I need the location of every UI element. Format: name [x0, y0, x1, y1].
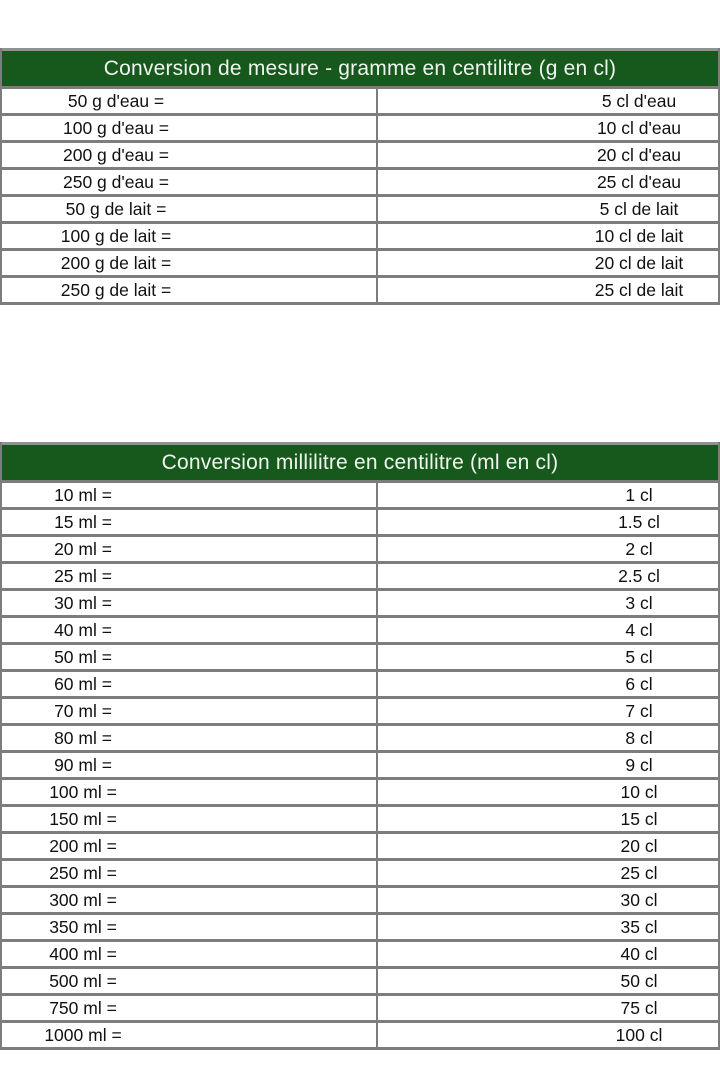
converted-value-cell: 30 cl: [620, 890, 658, 910]
table-row: 250 ml = 25 cl: [2, 861, 718, 888]
table-row: 25 ml = 2.5 cl: [2, 564, 718, 591]
table-title-gram-to-centilitre: Conversion de mesure - gramme en centili…: [2, 48, 718, 89]
converted-value-cell: 5 cl d'eau: [601, 91, 677, 111]
table-rows: 10 ml = 1 cl 15 ml = 1.5 cl 20 ml = 2 cl 25 ml…: [2, 483, 718, 1050]
quantity-cell: 100 ml =: [2, 780, 378, 804]
converted-value-cell: 10 cl d'eau: [596, 118, 682, 138]
table-row: 10 ml = 1 cl: [2, 483, 718, 510]
quantity-cell: 300 ml =: [2, 888, 378, 912]
table-row: 750 ml = 75 cl: [2, 996, 718, 1023]
table-row: 50 g d'eau = 5 cl d'eau: [2, 89, 718, 116]
quantity-cell: 400 ml =: [2, 942, 378, 966]
quantity-cell: 200 g d'eau =: [2, 143, 378, 167]
quantity-cell: 500 ml =: [2, 969, 378, 993]
table-title-millilitre-to-centilitre: Conversion millilitre en centilitre (ml …: [2, 442, 718, 483]
table-row: 100 g d'eau = 10 cl d'eau: [2, 116, 718, 143]
millilitre-to-centilitre-table: Conversion millilitre en centilitre (ml …: [0, 442, 720, 1050]
quantity-cell: 250 g d'eau =: [2, 170, 378, 194]
table-rows: 50 g d'eau = 5 cl d'eau 100 g d'eau = 10 cl…: [2, 89, 718, 305]
converted-value-cell: 25 cl d'eau: [596, 172, 682, 192]
converted-value-cell: 50 cl: [620, 971, 658, 991]
converted-value-cell: 9 cl: [625, 755, 653, 775]
quantity-cell: 200 ml =: [2, 834, 378, 858]
converted-value-cell: 2 cl: [625, 539, 653, 559]
converted-value-cell: 3 cl: [625, 593, 653, 613]
table-row: 30 ml = 3 cl: [2, 591, 718, 618]
table-row: 80 ml = 8 cl: [2, 726, 718, 753]
quantity-cell: 90 ml =: [2, 753, 378, 777]
quantity-cell: 20 ml =: [2, 537, 378, 561]
table-row: 400 ml = 40 cl: [2, 942, 718, 969]
quantity-cell: 200 g de lait =: [2, 251, 378, 275]
table-row: 300 ml = 30 cl: [2, 888, 718, 915]
converted-value-cell: 2.5 cl: [618, 566, 660, 586]
table-row: 250 g de lait = 25 cl de lait: [2, 278, 718, 305]
quantity-cell: 750 ml =: [2, 996, 378, 1020]
converted-value-cell: 10 cl de lait: [594, 226, 684, 246]
table-row: 250 g d'eau = 25 cl d'eau: [2, 170, 718, 197]
table-row: 40 ml = 4 cl: [2, 618, 718, 645]
converted-value-cell: 15 cl: [620, 809, 658, 829]
gram-to-centilitre-table: Conversion de mesure - gramme en centili…: [0, 48, 720, 305]
quantity-cell: 15 ml =: [2, 510, 378, 534]
converted-value-cell: 100 cl: [615, 1025, 663, 1045]
quantity-cell: 100 g d'eau =: [2, 116, 378, 140]
converted-value-cell: 25 cl de lait: [594, 280, 684, 300]
converted-value-cell: 6 cl: [625, 674, 653, 694]
quantity-cell: 50 g de lait =: [2, 197, 378, 221]
converted-value-cell: 8 cl: [625, 728, 653, 748]
quantity-cell: 100 g de lait =: [2, 224, 378, 248]
table-row: 500 ml = 50 cl: [2, 969, 718, 996]
converted-value-cell: 1.5 cl: [618, 512, 660, 532]
converted-value-cell: 10 cl: [620, 782, 658, 802]
table-row: 1000 ml = 100 cl: [2, 1023, 718, 1050]
quantity-cell: 250 g de lait =: [2, 278, 378, 302]
table-row: 20 ml = 2 cl: [2, 537, 718, 564]
converted-value-cell: 40 cl: [620, 944, 658, 964]
quantity-cell: 60 ml =: [2, 672, 378, 696]
table-row: 70 ml = 7 cl: [2, 699, 718, 726]
quantity-cell: 10 ml =: [2, 483, 378, 507]
table-row: 200 g de lait = 20 cl de lait: [2, 251, 718, 278]
table-row: 90 ml = 9 cl: [2, 753, 718, 780]
converted-value-cell: 35 cl: [620, 917, 658, 937]
quantity-cell: 80 ml =: [2, 726, 378, 750]
quantity-cell: 50 ml =: [2, 645, 378, 669]
converted-value-cell: 20 cl: [620, 836, 658, 856]
converted-value-cell: 5 cl de lait: [599, 199, 679, 219]
quantity-cell: 50 g d'eau =: [2, 89, 378, 113]
converted-value-cell: 25 cl: [620, 863, 658, 883]
table-row: 350 ml = 35 cl: [2, 915, 718, 942]
quantity-cell: 1000 ml =: [2, 1023, 378, 1047]
converted-value-cell: 20 cl d'eau: [596, 145, 682, 165]
table-row: 15 ml = 1.5 cl: [2, 510, 718, 537]
converted-value-cell: 20 cl de lait: [594, 253, 684, 273]
quantity-cell: 30 ml =: [2, 591, 378, 615]
table-row: 150 ml = 15 cl: [2, 807, 718, 834]
table-row: 50 ml = 5 cl: [2, 645, 718, 672]
converted-value-cell: 4 cl: [625, 620, 653, 640]
converted-value-cell: 1 cl: [625, 485, 653, 505]
quantity-cell: 150 ml =: [2, 807, 378, 831]
quantity-cell: 250 ml =: [2, 861, 378, 885]
table-row: 200 g d'eau = 20 cl d'eau: [2, 143, 718, 170]
table-row: 200 ml = 20 cl: [2, 834, 718, 861]
converted-value-cell: 7 cl: [625, 701, 653, 721]
converted-value-cell: 5 cl: [625, 647, 653, 667]
quantity-cell: 40 ml =: [2, 618, 378, 642]
quantity-cell: 350 ml =: [2, 915, 378, 939]
converted-value-cell: 75 cl: [620, 998, 658, 1018]
quantity-cell: 70 ml =: [2, 699, 378, 723]
quantity-cell: 25 ml =: [2, 564, 378, 588]
table-row: 100 g de lait = 10 cl de lait: [2, 224, 718, 251]
table-row: 100 ml = 10 cl: [2, 780, 718, 807]
table-row: 60 ml = 6 cl: [2, 672, 718, 699]
table-row: 50 g de lait = 5 cl de lait: [2, 197, 718, 224]
